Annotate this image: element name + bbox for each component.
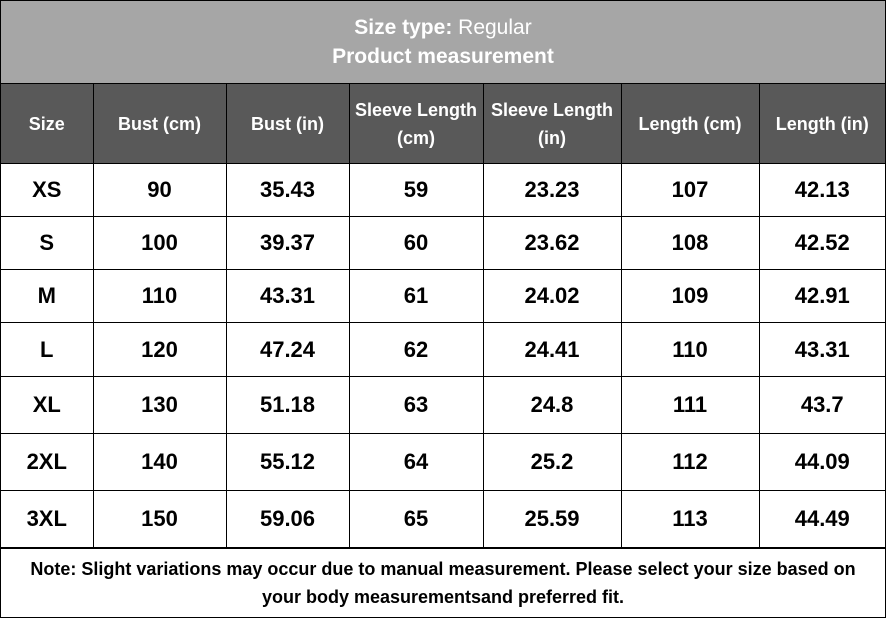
table-cell: 35.43 bbox=[225, 163, 350, 217]
column-header: Length (in) bbox=[758, 84, 885, 164]
table-cell: 107 bbox=[620, 163, 760, 217]
table-cell: 59 bbox=[348, 163, 484, 217]
table-row: XS 90 35.43 59 23.23 107 42.13 bbox=[1, 163, 885, 217]
table-cell: 42.52 bbox=[758, 216, 885, 270]
table-cell: 150 bbox=[92, 490, 227, 548]
table-row: 2XL 140 55.12 64 25.2 112 44.09 bbox=[1, 433, 885, 491]
column-header: Size bbox=[1, 84, 94, 164]
table-cell: 65 bbox=[348, 490, 484, 548]
table-cell: XL bbox=[1, 376, 94, 434]
table-cell: 64 bbox=[348, 433, 484, 491]
size-type: Size type: Regular bbox=[1, 13, 885, 42]
column-header: Sleeve Length (in) bbox=[482, 84, 622, 164]
table-cell: 62 bbox=[348, 322, 484, 377]
note: Note: Slight variations may occur due to… bbox=[1, 548, 885, 617]
table-cell: M bbox=[1, 269, 94, 323]
table-body: XS 90 35.43 59 23.23 107 42.13 S 100 39.37 60 23.62… bbox=[1, 163, 885, 548]
column-header: Length (cm) bbox=[620, 84, 760, 164]
table-cell: 24.41 bbox=[482, 322, 622, 377]
table-row: S 100 39.37 60 23.62 108 42.52 bbox=[1, 216, 885, 270]
table-cell: 110 bbox=[620, 322, 760, 377]
table-cell: L bbox=[1, 322, 94, 377]
table-cell: 112 bbox=[620, 433, 760, 491]
table-cell: 24.02 bbox=[482, 269, 622, 323]
table-cell: 44.49 bbox=[758, 490, 885, 548]
table-cell: 43.31 bbox=[225, 269, 350, 323]
table-cell: 113 bbox=[620, 490, 760, 548]
table-cell: 59.06 bbox=[225, 490, 350, 548]
table-cell: 130 bbox=[92, 376, 227, 434]
table-cell: 24.8 bbox=[482, 376, 622, 434]
table-cell: 60 bbox=[348, 216, 484, 270]
table-cell: XS bbox=[1, 163, 94, 217]
size-type-value: Regular bbox=[458, 16, 532, 39]
column-header: Bust (cm) bbox=[92, 84, 227, 164]
table-cell: 3XL bbox=[1, 490, 94, 548]
table-cell: 2XL bbox=[1, 433, 94, 491]
table-cell: 109 bbox=[620, 269, 760, 323]
table-cell: 23.62 bbox=[482, 216, 622, 270]
title: Product measurement bbox=[332, 45, 554, 68]
table-cell: 39.37 bbox=[225, 216, 350, 270]
table-cell: 25.2 bbox=[482, 433, 622, 491]
column-header: Sleeve Length (cm) bbox=[348, 84, 484, 164]
table-cell: 90 bbox=[92, 163, 227, 217]
table-cell: S bbox=[1, 216, 94, 270]
table-cell: 111 bbox=[620, 376, 760, 434]
table-cell: 110 bbox=[92, 269, 227, 323]
header-row: Size Bust (cm) Bust (in) Sleeve Length (cm)… bbox=[1, 84, 885, 164]
table-cell: 43.31 bbox=[758, 322, 885, 377]
table-row: 3XL 150 59.06 65 25.59 113 44.49 bbox=[1, 490, 885, 548]
header: Size type: Regular Product measurement bbox=[1, 1, 885, 84]
table-cell: 23.23 bbox=[482, 163, 622, 217]
table-row: L 120 47.24 62 24.41 110 43.31 bbox=[1, 322, 885, 377]
table-cell: 42.91 bbox=[758, 269, 885, 323]
table-cell: 100 bbox=[92, 216, 227, 270]
table-row: M 110 43.31 61 24.02 109 42.91 bbox=[1, 269, 885, 323]
table-cell: 25.59 bbox=[482, 490, 622, 548]
table: Size Bust (cm) Bust (in) Sleeve Length (cm)… bbox=[1, 84, 885, 548]
column-header: Bust (in) bbox=[225, 84, 350, 164]
table-cell: 42.13 bbox=[758, 163, 885, 217]
table-cell: 108 bbox=[620, 216, 760, 270]
table-cell: 44.09 bbox=[758, 433, 885, 491]
table-cell: 61 bbox=[348, 269, 484, 323]
table-cell: 120 bbox=[92, 322, 227, 377]
table-cell: 43.7 bbox=[758, 376, 885, 434]
table-cell: 55.12 bbox=[225, 433, 350, 491]
size-type-label: Size type: bbox=[354, 16, 453, 39]
table-cell: 63 bbox=[348, 376, 484, 434]
table-cell: 47.24 bbox=[225, 322, 350, 377]
table-cell: 140 bbox=[92, 433, 227, 491]
table-row: XL 130 51.18 63 24.8 111 43.7 bbox=[1, 376, 885, 434]
table-cell: 51.18 bbox=[225, 376, 350, 434]
